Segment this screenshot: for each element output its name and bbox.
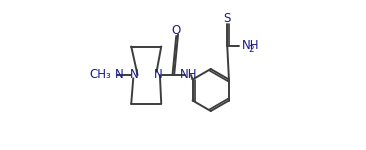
Text: O: O [172,24,181,36]
Text: N: N [154,69,163,81]
Text: 2: 2 [248,45,254,54]
Text: NH: NH [179,69,197,81]
Text: N: N [130,69,139,81]
Text: N: N [115,69,124,81]
Text: NH: NH [242,39,260,52]
Text: CH₃: CH₃ [90,69,111,81]
Text: S: S [224,12,231,24]
